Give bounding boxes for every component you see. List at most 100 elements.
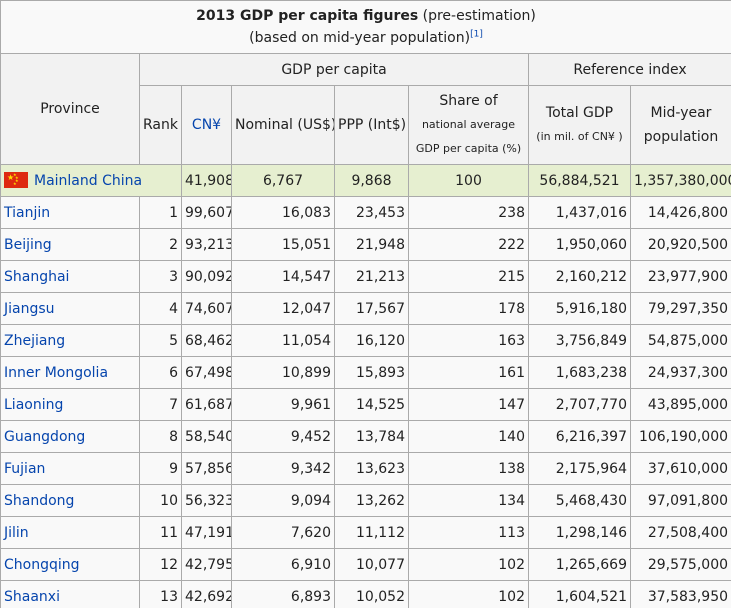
nominal-cell: 6,910 — [231, 548, 335, 581]
province-link[interactable]: Jiangsu — [4, 300, 55, 317]
total-gdp-cell: 1,265,669 — [528, 548, 631, 581]
rank-cell: 10 — [139, 484, 182, 517]
table-caption-row: 2013 GDP per capita figures (pre-estimat… — [0, 0, 731, 54]
cny-cell: 61,687 — [181, 388, 232, 421]
header-total-line2: (in mil. of CN¥ ) — [536, 130, 623, 143]
population-cell: 27,508,400 — [629, 516, 731, 549]
total-gdp-cell: 1,683,238 — [528, 356, 631, 389]
rank-cell: 9 — [139, 452, 182, 485]
header-ppp: PPP (Int$) — [334, 85, 409, 165]
population-cell: 37,610,000 — [629, 452, 731, 485]
ppp-cell: 14,525 — [334, 388, 409, 421]
total-gdp-cell: 2,175,964 — [528, 452, 631, 485]
mainland-share: 100 — [408, 164, 529, 197]
nominal-cell: 9,452 — [231, 420, 335, 453]
total-gdp-cell: 2,160,212 — [528, 260, 631, 293]
share-cell: 163 — [408, 324, 529, 357]
table-row: Guangdong 8 58,540 9,452 13,784 140 6,216,397 1… — [0, 420, 731, 453]
total-gdp-cell: 5,468,430 — [528, 484, 631, 517]
population-cell: 37,583,950 — [629, 580, 731, 608]
table-row-mainland: ★ ★ ★ ★ ★ Mainland China 41,908 6,767 9,868 1… — [0, 164, 731, 197]
province-link[interactable]: Inner Mongolia — [4, 364, 109, 381]
rank-cell: 2 — [139, 228, 182, 261]
caption-title: 2013 GDP per capita figures — [196, 8, 419, 24]
mainland-cny: 41,908 — [181, 164, 232, 197]
rank-cell: 7 — [139, 388, 182, 421]
share-cell: 102 — [408, 548, 529, 581]
share-cell: 113 — [408, 516, 529, 549]
share-cell: 238 — [408, 196, 529, 229]
province-link[interactable]: Jilin — [4, 524, 29, 541]
province-link[interactable]: Shanghai — [4, 268, 70, 285]
mainland-population: 1,357,380,000 — [629, 164, 731, 197]
province-cell: Chongqing — [0, 548, 140, 581]
mainland-total: 56,884,521 — [528, 164, 631, 197]
province-cell: Jiangsu — [0, 292, 140, 325]
cny-cell: 93,213 — [181, 228, 232, 261]
province-link[interactable]: Liaoning — [4, 396, 64, 413]
table-caption: 2013 GDP per capita figures (pre-estimat… — [0, 0, 731, 54]
ppp-cell: 15,893 — [334, 356, 409, 389]
mainland-name-cell: ★ ★ ★ ★ ★ Mainland China — [0, 164, 182, 197]
cny-cell: 68,462 — [181, 324, 232, 357]
total-gdp-cell: 1,437,016 — [528, 196, 631, 229]
cny-cell: 67,498 — [181, 356, 232, 389]
header-rank: Rank — [139, 85, 182, 165]
nominal-cell: 9,094 — [231, 484, 335, 517]
china-flag-icon: ★ ★ ★ ★ ★ — [4, 172, 28, 188]
province-link[interactable]: Shaanxi — [4, 588, 60, 605]
table-row: Tianjin 1 99,607 16,083 23,453 238 1,437,016 14… — [0, 196, 731, 229]
nominal-cell: 7,620 — [231, 516, 335, 549]
header-row-groups: Province GDP per capita Reference index — [0, 53, 731, 165]
ppp-cell: 10,077 — [334, 548, 409, 581]
province-link[interactable]: Fujian — [4, 460, 46, 477]
ppp-cell: 13,262 — [334, 484, 409, 517]
ppp-cell: 21,948 — [334, 228, 409, 261]
mainland-ppp: 9,868 — [334, 164, 409, 197]
cny-cell: 90,092 — [181, 260, 232, 293]
province-link[interactable]: Chongqing — [4, 556, 80, 573]
rank-cell: 3 — [139, 260, 182, 293]
province-cell: Liaoning — [0, 388, 140, 421]
table-row: Jiangsu 4 74,607 12,047 17,567 178 5,916,180 79… — [0, 292, 731, 325]
ppp-cell: 21,213 — [334, 260, 409, 293]
header-reference-index: Reference index — [527, 53, 731, 86]
share-cell: 140 — [408, 420, 529, 453]
header-share-line1: Share of — [439, 93, 498, 109]
table-row: Inner Mongolia 6 67,498 10,899 15,893 161 1,68… — [0, 356, 731, 389]
header-gdp-per-capita: GDP per capita — [139, 53, 529, 86]
footnote-link[interactable]: [1] — [470, 29, 483, 40]
cny-link[interactable]: CN¥ — [191, 117, 222, 133]
cny-cell: 56,323 — [181, 484, 232, 517]
ppp-cell: 13,623 — [334, 452, 409, 485]
cny-cell: 57,856 — [181, 452, 232, 485]
ppp-cell: 11,112 — [334, 516, 409, 549]
share-cell: 138 — [408, 452, 529, 485]
province-cell: Jilin — [0, 516, 140, 549]
province-cell: Shaanxi — [0, 580, 140, 608]
province-link[interactable]: Guangdong — [4, 428, 86, 445]
table-row: Shandong 10 56,323 9,094 13,262 134 5,468,430 9… — [0, 484, 731, 517]
province-link[interactable]: Beijing — [4, 236, 52, 253]
province-link[interactable]: Tianjin — [4, 204, 51, 221]
province-cell: Guangdong — [0, 420, 140, 453]
caption-title-suffix: (pre-estimation) — [418, 8, 536, 24]
population-cell: 20,920,500 — [629, 228, 731, 261]
province-cell: Shanghai — [0, 260, 140, 293]
rank-cell: 11 — [139, 516, 182, 549]
population-cell: 24,937,300 — [629, 356, 731, 389]
mainland-link[interactable]: Mainland China — [34, 173, 143, 189]
cny-cell: 42,795 — [181, 548, 232, 581]
province-link[interactable]: Zhejiang — [4, 332, 66, 349]
ppp-cell: 13,784 — [334, 420, 409, 453]
rank-cell: 12 — [139, 548, 182, 581]
nominal-cell: 6,893 — [231, 580, 335, 608]
rank-cell: 8 — [139, 420, 182, 453]
share-cell: 102 — [408, 580, 529, 608]
nominal-cell: 15,051 — [231, 228, 335, 261]
table-row: Shaanxi 13 42,692 6,893 10,052 102 1,604,521 37… — [0, 580, 731, 608]
population-cell: 14,426,800 — [629, 196, 731, 229]
population-cell: 97,091,800 — [629, 484, 731, 517]
rank-cell: 1 — [139, 196, 182, 229]
province-link[interactable]: Shandong — [4, 492, 75, 509]
